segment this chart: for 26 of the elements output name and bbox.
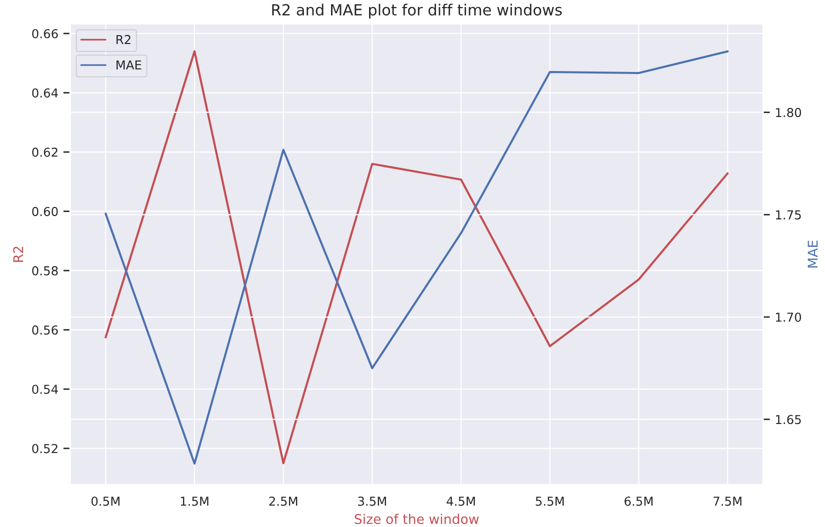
legend-label: MAE <box>116 60 142 70</box>
y-tick-label: 0.62 <box>32 148 58 157</box>
y2-axis-title: MAE <box>808 240 818 268</box>
x-tick-label: 4.5M <box>446 496 475 506</box>
x-tick-label: 6.5M <box>624 496 653 506</box>
y-tick-label: 0.58 <box>32 266 58 276</box>
y-tick-label: 0.54 <box>32 384 58 394</box>
chart-title: R2 and MAE plot for diff time windows <box>272 4 562 19</box>
legend-label: R2 <box>116 34 130 44</box>
y-tick-label: 0.52 <box>32 444 58 454</box>
y-tick-label: 0.66 <box>32 29 58 38</box>
x-tick-label: 3.5M <box>358 496 386 506</box>
x-tick-label: 2.5M <box>269 496 298 506</box>
x-tick-label: 0.5M <box>91 496 120 506</box>
y-tick-label: 0.56 <box>32 325 58 335</box>
x-tick-label: 5.5M <box>536 496 564 506</box>
x-tick-label: 1.5M <box>180 496 208 506</box>
y2-tick-label: 1.80 <box>776 108 802 118</box>
x-tick-label: 7.5M <box>714 496 742 506</box>
y2-tick-label: 1.70 <box>776 312 802 322</box>
y2-tick-label: 1.65 <box>776 414 801 424</box>
y-axis-title: R2 <box>13 246 24 262</box>
x-axis-title: Size of the window <box>354 514 479 524</box>
y-tick-label: 0.60 <box>32 206 58 216</box>
y2-tick-label: 1.75 <box>776 210 801 220</box>
y-tick-label: 0.64 <box>32 88 58 98</box>
